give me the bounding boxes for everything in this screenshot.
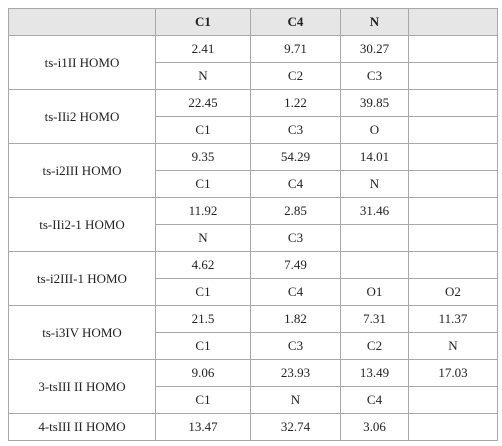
table-cell [340, 251, 409, 279]
table-cell [408, 62, 498, 90]
table-row: 4-tsIII II HOMO 13.47 32.74 3.06 [8, 413, 498, 441]
table-cell: C2 [340, 332, 409, 360]
table-row: C1 C4 O1 O2 [9, 278, 498, 306]
table-cell [408, 116, 498, 144]
table-cell: 32.74 [250, 413, 341, 441]
table-cell: 13.47 [155, 413, 251, 441]
header-cell: C1 [155, 8, 251, 36]
table-cell: C4 [340, 386, 409, 414]
table-row: ts-i2III HOMO 9.35 54.29 14.01 [8, 143, 498, 198]
row-label: 3-tsIII II HOMO [8, 359, 156, 414]
row-label: ts-i2III HOMO [8, 143, 156, 198]
table-cell: 11.92 [155, 197, 251, 225]
table-cell: 9.06 [155, 359, 251, 387]
table-cell: 21.5 [155, 305, 251, 333]
table-cell: 7.49 [250, 251, 341, 279]
table-cell [408, 386, 498, 414]
table-row: C1 C4 N [9, 170, 498, 198]
table-cell: C1 [155, 332, 251, 360]
table-cell [408, 35, 498, 63]
table-cell: C1 [155, 278, 251, 306]
table-row: ts-i3IV HOMO 21.5 1.82 7.31 11.37 [8, 305, 498, 360]
table-cell: 2.85 [250, 197, 341, 225]
table-cell: C1 [155, 170, 251, 198]
table-row: C1 N C4 [9, 386, 498, 414]
table-cell: N [250, 386, 341, 414]
table-cell: N [408, 332, 498, 360]
table-row: 3-tsIII II HOMO 9.06 23.93 13.49 17.03 [8, 359, 498, 414]
header-cell: C4 [250, 8, 341, 36]
table-cell: 23.93 [250, 359, 341, 387]
table-cell [408, 224, 498, 252]
table-cell: C4 [250, 278, 341, 306]
table-cell: 4.62 [155, 251, 251, 279]
table-cell [408, 143, 498, 171]
table-row: C1 C3 O [9, 116, 498, 144]
table-cell: N [155, 224, 251, 252]
header-cell [408, 8, 498, 36]
table-cell: 9.35 [155, 143, 251, 171]
table-cell: 54.29 [250, 143, 341, 171]
table-cell [408, 89, 498, 117]
table-cell: 3.06 [340, 413, 409, 441]
table-cell [408, 170, 498, 198]
table-cell: 9.71 [250, 35, 341, 63]
row-label: 4-tsIII II HOMO [8, 413, 156, 441]
table-cell: 11.37 [408, 305, 498, 333]
header-cell [8, 8, 156, 36]
table-cell: 2.41 [155, 35, 251, 63]
table-cell: 14.01 [340, 143, 409, 171]
table-cell: C4 [250, 170, 341, 198]
table-cell: 7.31 [340, 305, 409, 333]
table-cell: C1 [155, 116, 251, 144]
table-cell: 13.49 [340, 359, 409, 387]
table-cell: 39.85 [340, 89, 409, 117]
table-cell: C3 [250, 116, 341, 144]
table-cell [408, 197, 498, 225]
table-cell: O2 [408, 278, 498, 306]
table-row: ts-i1II HOMO 2.41 9.71 30.27 [8, 35, 498, 90]
table-cell: 1.22 [250, 89, 341, 117]
table-row: ts-IIi2-1 HOMO 11.92 2.85 31.46 [8, 197, 498, 252]
table-row: C1 C4 N [8, 8, 498, 36]
table-cell: 17.03 [408, 359, 498, 387]
table-cell: 22.45 [155, 89, 251, 117]
table-cell: C1 [155, 386, 251, 414]
table-cell: C2 [250, 62, 341, 90]
table-cell [408, 413, 498, 441]
table-row: ts-i2III-1 HOMO 4.62 7.49 [8, 251, 498, 306]
table-cell: C3 [340, 62, 409, 90]
table-cell: 31.46 [340, 197, 409, 225]
table-cell: N [340, 170, 409, 198]
table-cell: C3 [250, 224, 341, 252]
table-cell: 30.27 [340, 35, 409, 63]
table-cell: 1.82 [250, 305, 341, 333]
row-label: ts-IIi2 HOMO [8, 89, 156, 144]
table-cell [340, 224, 409, 252]
table-cell [408, 251, 498, 279]
table-cell: N [155, 62, 251, 90]
header-cell: N [340, 8, 409, 36]
row-label: ts-i1II HOMO [8, 35, 156, 90]
table-cell: C3 [250, 332, 341, 360]
row-label: ts-i2III-1 HOMO [8, 251, 156, 306]
row-label: ts-IIi2-1 HOMO [8, 197, 156, 252]
table-row: ts-IIi2 HOMO 22.45 1.22 39.85 [8, 89, 498, 144]
table-cell: O [340, 116, 409, 144]
table-cell: O1 [340, 278, 409, 306]
row-label: ts-i3IV HOMO [8, 305, 156, 360]
